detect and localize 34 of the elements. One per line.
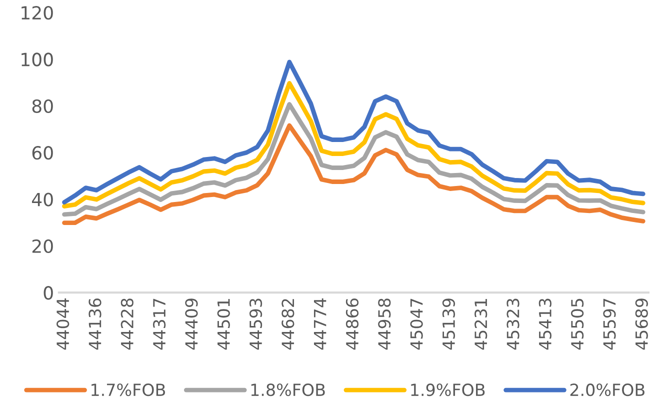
- legend-label: 1.9%FOB: [411, 384, 485, 396]
- x-tick-label: 44044: [56, 298, 70, 350]
- x-tick-label: 44136: [88, 298, 102, 350]
- y-tick-label: 60: [32, 146, 53, 160]
- y-tick-label: 80: [32, 99, 53, 114]
- legend-label: 1.7%FOB: [92, 384, 166, 396]
- x-tick-label: 45231: [474, 299, 488, 350]
- y-tick-label: 0: [44, 286, 53, 300]
- y-tick-label: 20: [32, 239, 53, 254]
- x-tick-label: 44866: [346, 298, 359, 350]
- line-series: [62, 60, 646, 205]
- x-tick-label: 45047: [410, 298, 423, 350]
- line-series: [62, 102, 646, 217]
- x-tick-label: 44409: [185, 298, 198, 350]
- line-series: [62, 81, 646, 208]
- x-tick-label: 44228: [120, 298, 134, 350]
- x-tick-label: 45139: [442, 298, 455, 350]
- y-tick-label: 100: [22, 52, 53, 66]
- legend-label: 2.0%FOB: [570, 384, 644, 396]
- x-tick-label: 44501: [217, 299, 230, 350]
- x-tick-label: 45413: [538, 298, 552, 350]
- legend-label: 1.8%FOB: [251, 384, 325, 396]
- x-tick-label: 45597: [603, 298, 616, 350]
- x-tick-label: 45505: [571, 298, 584, 350]
- x-tick-label: 45689: [635, 298, 648, 350]
- y-tick-label: 120: [22, 6, 53, 20]
- x-tick-label: 44593: [249, 298, 262, 350]
- x-tick-label: 45323: [506, 298, 520, 350]
- y-tick-label: 40: [32, 192, 53, 206]
- x-tick-label: 44958: [378, 298, 391, 350]
- line-series: [62, 123, 646, 226]
- x-tick-label: 44774: [314, 298, 326, 350]
- x-tick-label: 44317: [153, 298, 166, 350]
- x-tick-label: 44682: [282, 299, 294, 350]
